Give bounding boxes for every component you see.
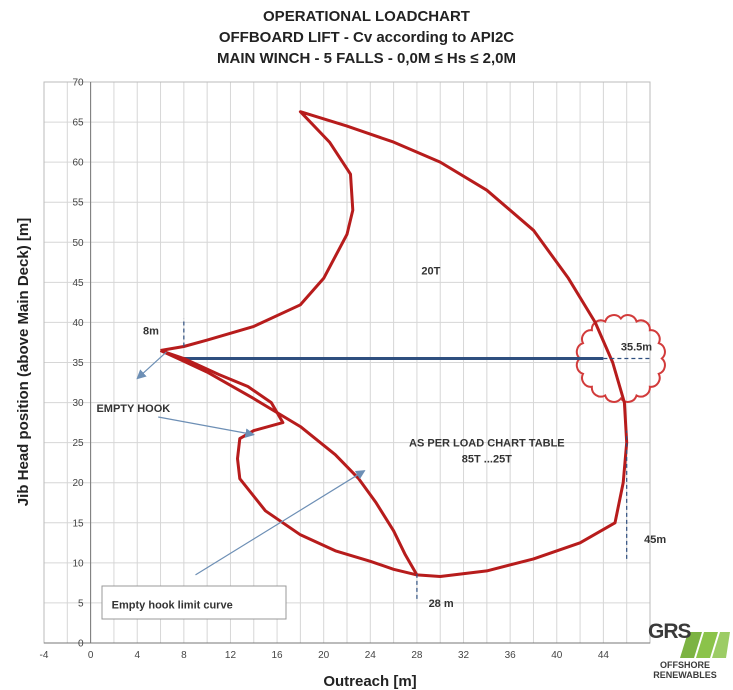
x-tick-label: 44: [598, 650, 610, 661]
logo-subtitle-line-2: RENEWABLES: [653, 670, 717, 680]
x-tick-label: 40: [551, 650, 563, 661]
x-axis-label: Outreach [m]: [323, 673, 416, 690]
logo-mark: [680, 632, 730, 658]
x-tick-label: 0: [88, 650, 94, 661]
x-tick-label: 4: [134, 650, 140, 661]
annotation-label-empty-hook: EMPTY HOOK: [96, 403, 170, 415]
tick-labels: -4 0 4 8 12 16 20 24 28 32 36 40 44 0 5 10 15 20 25 30 35 40 4…: [40, 78, 610, 662]
y-tick-label: 5: [78, 598, 84, 609]
y-tick-label: 50: [72, 238, 84, 249]
x-tick-label: 24: [365, 650, 377, 661]
chart-title: OPERATIONAL LOADCHART OFFBOARD LIFT - Cv…: [0, 6, 733, 69]
x-tick-label: 32: [458, 650, 470, 661]
chart-annotations: 8m 35.5m 45m 28 m 20T AS PER LOAD CHART TABLE…: [96, 265, 666, 611]
annotation-arrow: [195, 470, 366, 576]
y-tick-label: 45: [72, 278, 84, 289]
x-tick-label: 16: [272, 650, 284, 661]
annotation-label-table-1: AS PER LOAD CHART TABLE: [409, 438, 565, 450]
x-tick-label: -4: [40, 650, 49, 661]
annotation-label-45m: 45m: [644, 534, 666, 546]
annotation-label-28m: 28 m: [429, 598, 454, 610]
annotation-arrow: [136, 351, 167, 380]
grs-logo: GRS OFFSHORE RENEWABLES: [640, 620, 730, 688]
chart-title-line-1: OPERATIONAL LOADCHART: [263, 8, 470, 25]
annotation-label-table-2: 85T ...25T: [462, 454, 512, 466]
y-tick-label: 10: [72, 558, 84, 569]
chart-title-line-2: OFFBOARD LIFT - Cv according to API2C: [218, 29, 515, 46]
y-axis-label: Jib Head position (above Main Deck) [m]: [15, 218, 32, 506]
y-tick-label: 15: [72, 518, 84, 529]
y-tick-label: 25: [72, 438, 84, 449]
y-tick-label: 0: [78, 639, 84, 650]
x-tick-label: 28: [411, 650, 423, 661]
curve-series-1: [159, 110, 629, 578]
y-tick-label: 60: [72, 158, 84, 169]
annotation-label-limit-curve: Empty hook limit curve: [112, 600, 233, 612]
y-tick-label: 70: [72, 78, 84, 89]
curve-series-2: [160, 349, 418, 577]
chart-axes: [43, 81, 651, 644]
envelope-curves: [159, 110, 629, 578]
annotation-label-35-5m: 35.5m: [621, 341, 652, 353]
x-tick-label: 12: [225, 650, 237, 661]
empty-hook-limit-box: [101, 585, 287, 620]
annotation-label-8m: 8m: [143, 325, 159, 337]
annotation-arrow: [158, 416, 255, 438]
y-tick-label: 20: [72, 478, 84, 489]
chart-title-line-3: MAIN WINCH - 5 FALLS - 0,0M ≤ Hs ≤ 2,0M: [217, 50, 516, 67]
annotation-label-20t: 20T: [421, 265, 440, 277]
logo-name: GRS: [648, 620, 692, 643]
x-tick-label: 8: [181, 650, 187, 661]
y-tick-label: 65: [72, 118, 84, 129]
y-tick-label: 40: [72, 318, 84, 329]
x-tick-label: 20: [318, 650, 330, 661]
logo-subtitle: OFFSHORE RENEWABLES: [642, 660, 728, 680]
y-tick-label: 30: [72, 398, 84, 409]
x-tick-label: 36: [505, 650, 517, 661]
dashed-markers: [183, 318, 650, 599]
logo-subtitle-line-1: OFFSHORE: [659, 660, 710, 670]
y-tick-label: 55: [72, 198, 84, 209]
y-tick-label: 35: [72, 358, 84, 369]
annotation-arrows: [136, 351, 366, 576]
